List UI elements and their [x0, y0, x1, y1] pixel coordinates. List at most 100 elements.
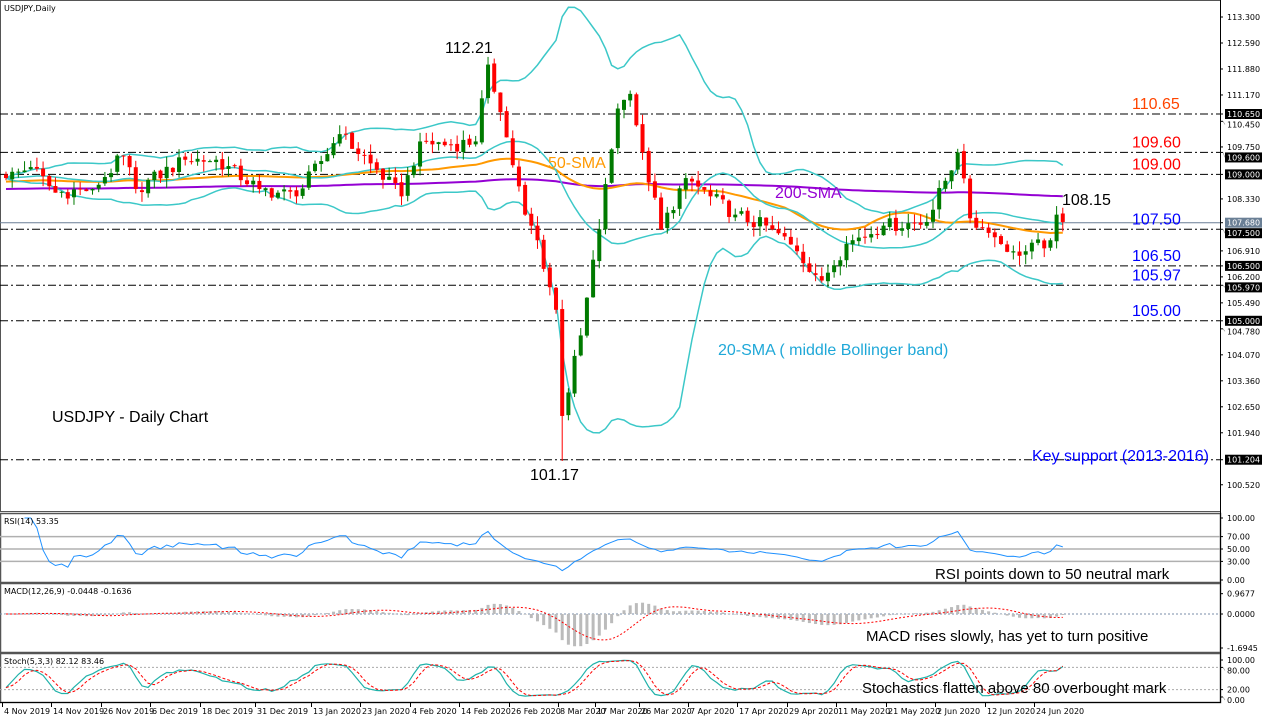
- candle: [795, 237, 800, 255]
- candle-body: [96, 184, 101, 189]
- rsi-tick-label: 70.00: [1227, 533, 1250, 542]
- macd-bar: [226, 611, 230, 614]
- date-tick-label: 17 Mar 2020: [597, 707, 648, 716]
- level-axis-tag-leader: [1222, 152, 1226, 158]
- candle: [399, 173, 404, 206]
- sma50-label: 50-SMA: [548, 155, 606, 172]
- level-label: 107.50: [1132, 211, 1181, 228]
- candle: [992, 228, 997, 248]
- bollinger-middle-line: [5, 140, 1063, 249]
- macd-bar: [838, 614, 842, 625]
- macd-bar: [239, 612, 243, 614]
- macd-bar: [795, 614, 799, 621]
- candle-body: [1023, 251, 1028, 255]
- candle: [1011, 245, 1016, 260]
- candle-body: [418, 141, 423, 167]
- candle: [1023, 245, 1028, 265]
- macd-bar: [739, 614, 743, 616]
- macd-bar: [622, 610, 626, 614]
- candle-body: [486, 64, 491, 99]
- candle: [788, 229, 793, 245]
- candle: [751, 215, 756, 237]
- candle-body: [251, 180, 256, 185]
- candle-body: [739, 211, 744, 214]
- candle: [331, 137, 336, 159]
- candle: [90, 188, 95, 195]
- candle: [498, 92, 503, 122]
- candle: [405, 167, 410, 202]
- candle-body: [609, 149, 614, 183]
- candle: [504, 106, 509, 138]
- macd-bar: [251, 614, 255, 615]
- candle: [424, 132, 429, 144]
- candle-body: [795, 245, 800, 252]
- macd-bar: [616, 614, 620, 617]
- candle: [782, 226, 787, 241]
- macd-bar: [332, 611, 336, 614]
- candle-body: [78, 188, 83, 190]
- macd-bar: [882, 614, 886, 617]
- level-axis-tag-bg: [1225, 109, 1262, 119]
- candle-body: [832, 265, 837, 273]
- candle-body: [343, 133, 348, 135]
- candle-body: [745, 210, 750, 223]
- price-tick-label: 109.750: [1227, 143, 1260, 152]
- macd-bar: [974, 608, 978, 614]
- date-tick-label: 7 Apr 2020: [690, 707, 734, 716]
- candle: [523, 181, 528, 216]
- macd-bar: [573, 614, 577, 647]
- candle: [146, 177, 151, 198]
- candle-body: [603, 184, 608, 230]
- macd-bar: [257, 614, 261, 615]
- candle-body: [764, 217, 769, 226]
- stoch-note: Stochastics flatten above 80 overbought …: [862, 680, 1167, 697]
- candle: [201, 155, 206, 172]
- candle: [838, 256, 843, 276]
- macd-bar: [517, 611, 521, 614]
- candle-body: [628, 93, 633, 101]
- date-tick-label: 29 Apr 2020: [789, 707, 838, 716]
- stoch-series: [0, 659, 1220, 697]
- macd-bar: [752, 614, 756, 617]
- candle: [720, 188, 725, 204]
- candle-body: [751, 222, 756, 228]
- candle: [640, 114, 645, 160]
- macd-bar: [325, 613, 329, 614]
- candle-body: [374, 162, 379, 170]
- candle-body: [597, 229, 602, 262]
- macd-bar: [844, 614, 848, 623]
- level-label: 109.00: [1132, 156, 1181, 173]
- macd-bar: [159, 613, 162, 615]
- candle-body: [201, 160, 206, 162]
- macd-bar: [968, 606, 972, 614]
- macd-bar: [603, 614, 607, 630]
- candle: [541, 234, 546, 272]
- macd-bar: [529, 614, 533, 619]
- macd-bar: [1024, 614, 1028, 619]
- candle-body: [622, 99, 626, 110]
- rsi-tick-label: 100.00: [1227, 514, 1255, 523]
- level-axis-tag-bg: [1225, 454, 1262, 465]
- candle-body: [875, 233, 880, 236]
- macd-bar: [430, 611, 434, 614]
- candle-body: [139, 190, 144, 193]
- candle-body: [331, 143, 336, 156]
- candle: [492, 58, 497, 94]
- macd-bar: [634, 603, 638, 614]
- candle: [1054, 206, 1059, 249]
- candle-body: [906, 223, 911, 229]
- candle-body: [164, 166, 169, 179]
- macd-bar: [548, 614, 552, 629]
- candle-body: [282, 189, 287, 192]
- level-axis-tag: 109.600: [1227, 153, 1260, 162]
- macd-bar: [727, 613, 731, 615]
- stoch-tick-label: 100.00: [1227, 656, 1255, 665]
- price-tick-label: 106.200: [1227, 273, 1260, 282]
- candle-body: [949, 170, 954, 182]
- candle-body: [1017, 251, 1022, 256]
- candle: [1060, 207, 1065, 232]
- macd-bar: [931, 611, 935, 614]
- candle-body: [411, 165, 416, 176]
- macd-signal-line: [6, 606, 1063, 641]
- candle: [801, 243, 806, 273]
